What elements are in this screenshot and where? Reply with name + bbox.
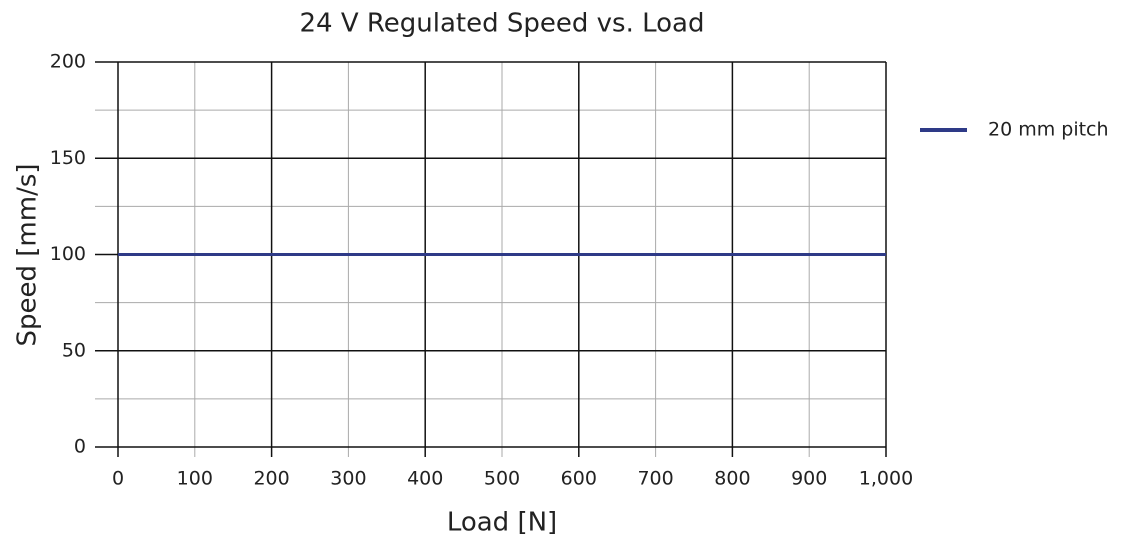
x-tick-label: 200 [253,468,289,490]
x-tick-label: 100 [177,468,213,490]
x-tick-label: 400 [407,468,443,490]
x-tick-label: 800 [714,468,750,490]
y-tick-label: 50 [62,339,86,361]
y-tick-label: 100 [50,243,86,265]
x-tick-label: 300 [330,468,366,490]
y-tick-label: 200 [50,51,86,73]
x-tick-label: 500 [484,468,520,490]
x-axis-label: Load [N] [447,508,557,538]
x-tick-label: 700 [637,468,673,490]
legend-label: 20 mm pitch [988,119,1109,141]
y-tick-label: 150 [50,147,86,169]
x-tick-label: 600 [561,468,597,490]
y-axis-label: Speed [mm/s] [13,163,43,346]
chart-title: 24 V Regulated Speed vs. Load [300,9,705,39]
x-tick-label: 900 [791,468,827,490]
y-tick-label: 0 [74,436,86,458]
x-tick-label: 1,000 [859,468,913,490]
x-tick-label: 0 [112,468,124,490]
